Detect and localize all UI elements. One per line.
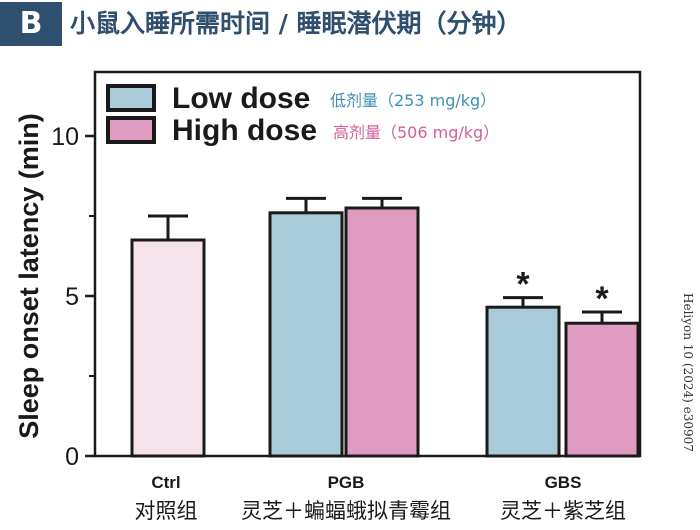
panel-title: 小鼠入睡所需时间 / 睡眠潜伏期（分钟） [70,9,522,38]
y-tick-label: 0 [65,443,79,471]
bar-ctrl-ctrl [130,238,206,458]
significance-marker: * [516,266,530,304]
x-tick-label: Ctrl [151,473,180,492]
legend-label-low: Low dose [172,82,310,115]
bar-pgb-low [268,211,344,458]
panel-label-badge: B [0,2,62,46]
legend-detail-low: 低剂量（253 mg/kg） [330,91,496,110]
x-tick-sublabel: 灵芝＋紫芝组 [500,499,626,523]
x-tick-label: PGB [328,473,365,492]
bar-pgb-high [344,206,420,458]
legend-swatch-high [106,116,156,144]
significance-marker: * [595,280,609,318]
legend-swatch-low [106,84,156,112]
legend-label-high: High dose [172,114,317,147]
bar-gbs-high [564,321,640,458]
y-tick-label: 10 [51,123,79,151]
y-tick-label: 5 [65,283,79,311]
source-citation: Heliyon 10 (2024) e30907 [681,293,695,452]
legend-detail-high: 高剂量（506 mg/kg） [333,123,499,142]
header: B 小鼠入睡所需时间 / 睡眠潜伏期（分钟） [0,0,700,48]
y-axis-label: Sleep onset latency (min) [14,113,44,439]
bar-gbs-low [485,305,561,458]
x-tick-sublabel: 对照组 [135,499,198,523]
x-tick-label: GBS [545,473,582,492]
x-tick-sublabel: 灵芝＋蝙蝠蛾拟青霉组 [241,499,451,523]
